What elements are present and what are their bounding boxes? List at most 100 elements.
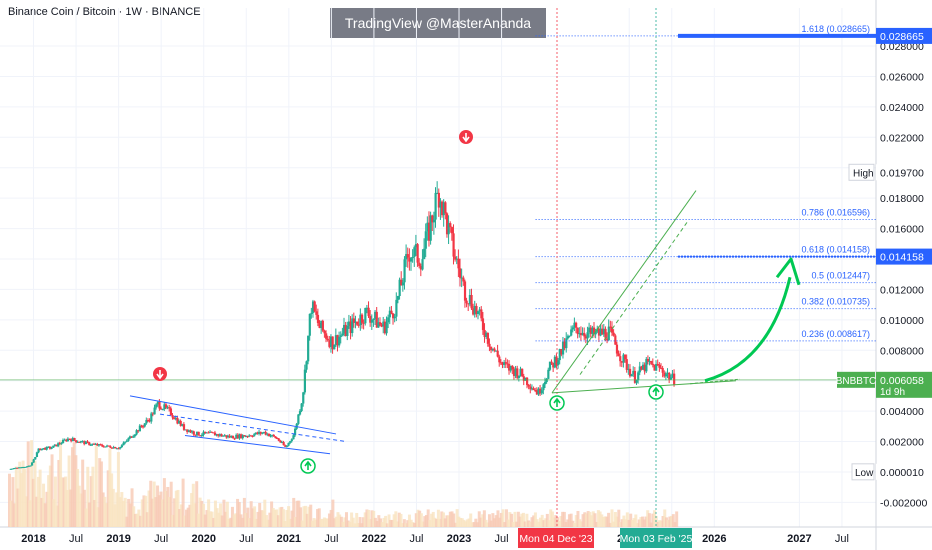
candle-body [511, 365, 514, 370]
volume-bar [598, 511, 602, 527]
x-tick-label: 2023 [447, 533, 471, 545]
candle-body [109, 446, 112, 448]
candle-body [258, 431, 261, 434]
symbol-tag: BNBBTC [836, 376, 877, 387]
high-price-label: 0.019700 [880, 167, 924, 179]
volume-bar [215, 508, 219, 527]
volume-bar [482, 510, 486, 527]
candle-body [450, 227, 454, 234]
volume-bar [152, 481, 156, 527]
candle-body [160, 408, 163, 410]
volume-bar [224, 511, 228, 527]
candle-body [45, 446, 48, 450]
volume-bar [236, 498, 240, 527]
candle-body [548, 361, 552, 370]
volume-bar [421, 521, 425, 527]
candle-body [557, 360, 560, 366]
volume-bar [644, 516, 648, 527]
volume-bar [481, 514, 485, 527]
volume-bar [516, 511, 520, 527]
volume-bar [460, 518, 464, 527]
candle-body [535, 390, 539, 395]
candle-body [347, 321, 351, 326]
candle-body [462, 277, 465, 282]
candle-body [333, 344, 336, 350]
candle-body [403, 259, 406, 283]
volume-bar [167, 496, 171, 527]
candle-body [264, 431, 267, 435]
candle-body [599, 328, 602, 336]
candle-body [583, 332, 586, 337]
candle-body [499, 362, 503, 364]
candle-body [163, 404, 166, 410]
volume-bar [244, 512, 248, 527]
candle-body [439, 201, 442, 208]
volume-bar [203, 514, 207, 527]
candle-body [592, 327, 596, 335]
volume-bar [242, 497, 246, 527]
candle-body [419, 266, 423, 270]
volume-bar [380, 522, 384, 527]
candle-body [22, 467, 25, 469]
volume-bar [166, 486, 170, 527]
candle-body [573, 322, 576, 328]
candle-body [532, 388, 535, 391]
volume-bar [246, 507, 250, 527]
volume-bar [491, 513, 495, 527]
volume-bar [9, 500, 13, 527]
volume-bar [613, 512, 617, 527]
volume-bar [356, 522, 360, 527]
candle-body [34, 456, 37, 460]
volume-bar [28, 500, 32, 527]
candle-body [143, 423, 146, 427]
candle-body [427, 222, 431, 241]
volume-bar [367, 510, 371, 527]
candle-body [331, 336, 334, 350]
candle-body [290, 439, 293, 442]
volume-bar [266, 519, 270, 527]
candle-body [191, 431, 194, 433]
candle-body [29, 465, 32, 467]
candle-body [19, 467, 22, 469]
volume-bar [241, 517, 245, 527]
volume-bar [373, 517, 377, 527]
volume-bar [615, 516, 619, 527]
volume-bar [287, 506, 291, 527]
volume-bar [87, 502, 91, 527]
volume-bar [38, 469, 42, 527]
current-price-label: 0.006058 [880, 375, 924, 387]
candle-body [410, 258, 413, 262]
candle-body [17, 467, 21, 469]
up-arrow-icon [304, 460, 312, 470]
candle-body [222, 435, 225, 437]
volume-bar [344, 512, 348, 527]
volume-bar [98, 458, 102, 527]
volume-bar [634, 514, 638, 527]
candle-body [382, 321, 385, 327]
candle-body [424, 231, 427, 249]
volume-bar [309, 504, 313, 527]
candle-body [326, 338, 329, 341]
candle-body [656, 364, 659, 366]
candle-body [27, 465, 30, 467]
volume-bar [258, 502, 262, 527]
volume-bar [556, 517, 560, 527]
x-tick-label: Jul [324, 533, 338, 545]
candle-body [161, 409, 164, 411]
candle-body [591, 327, 594, 334]
volume-bar [21, 460, 25, 527]
volume-bar [111, 488, 115, 527]
x-tick-label: Jul [69, 533, 83, 545]
volume-bar [397, 512, 401, 527]
candle-body [473, 305, 476, 315]
candle-body [501, 362, 504, 365]
volume-bar [596, 510, 600, 527]
volume-bar [428, 520, 432, 527]
volume-bar [658, 520, 662, 527]
candle-body [75, 440, 78, 443]
volume-bar [496, 510, 500, 527]
candle-body [151, 413, 155, 415]
candle-body [571, 327, 574, 330]
date-marker-label: Mon 03 Feb '25 [620, 533, 693, 545]
